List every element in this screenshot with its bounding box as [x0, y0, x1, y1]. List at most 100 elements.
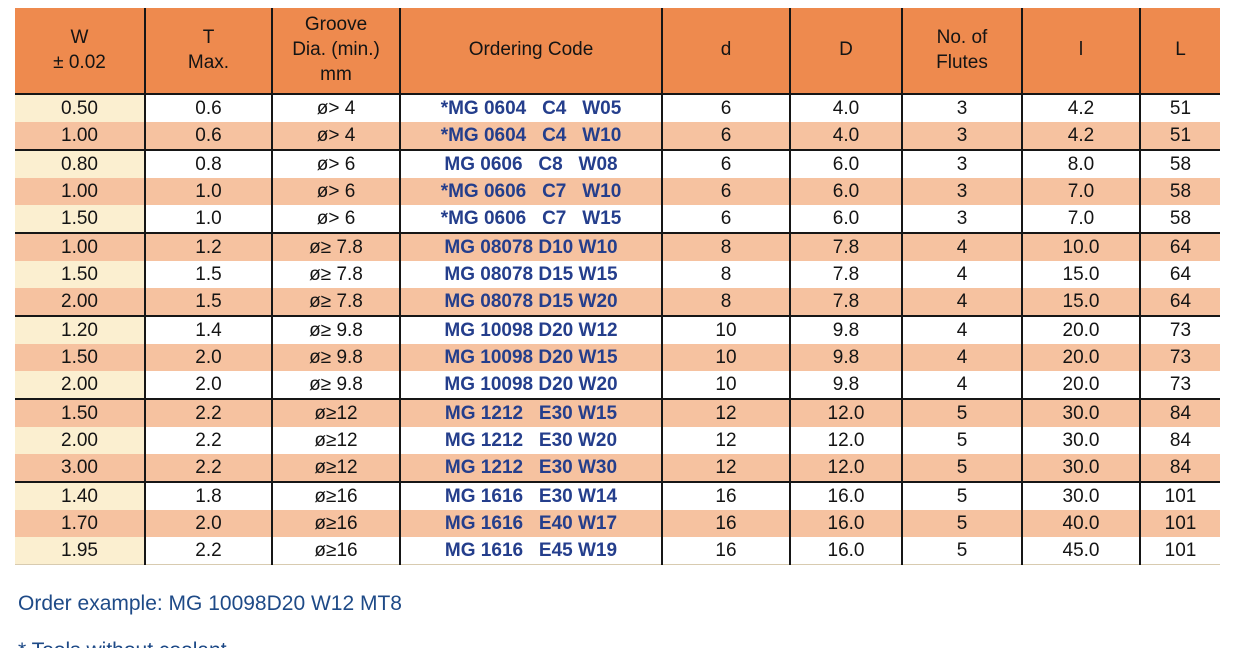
cell-t: 1.0 — [144, 205, 272, 234]
cell-d: 12 — [661, 454, 790, 483]
cell-t: 1.2 — [144, 233, 272, 261]
cell-flutes: 4 — [901, 316, 1022, 344]
cell-d: 8 — [661, 233, 790, 261]
cell-groove: ø≥16 — [271, 537, 400, 565]
cell-dcap: 16.0 — [789, 482, 902, 510]
cell-d: 10 — [661, 316, 790, 344]
table-row: 1.50 1.5 ø≥ 7.8 MG 08078 D15 W15 8 7.8 4 15.0 64 — [15, 261, 1220, 288]
column-header-flutes: No. of Flutes — [901, 8, 1022, 95]
cell-lcap: 101 — [1139, 510, 1220, 537]
column-header-code: Ordering Code — [399, 8, 662, 95]
cell-dcap: 16.0 — [789, 537, 902, 565]
cell-lcap: 84 — [1139, 427, 1220, 454]
cell-dcap: 9.8 — [789, 344, 902, 371]
cell-dcap: 4.0 — [789, 94, 902, 122]
column-header-t: T Max. — [144, 8, 272, 95]
cell-flutes: 5 — [901, 537, 1022, 565]
cell-t: 0.6 — [144, 122, 272, 151]
cell-dcap: 7.8 — [789, 288, 902, 317]
cell-groove: ø≥12 — [271, 427, 400, 454]
cell-groove: ø> 6 — [271, 150, 400, 178]
cell-t: 1.0 — [144, 178, 272, 205]
table-row: 1.50 2.2 ø≥12 MG 1212 E30 W15 12 12.0 5 30.0 84 — [15, 399, 1220, 427]
cell-w: 3.00 — [15, 454, 145, 483]
cell-dcap: 6.0 — [789, 150, 902, 178]
cell-code: MG 1212 E30 W30 — [399, 454, 662, 483]
cell-lcap: 64 — [1139, 233, 1220, 261]
cell-dcap: 6.0 — [789, 205, 902, 234]
cell-groove: ø> 6 — [271, 178, 400, 205]
cell-l: 7.0 — [1021, 178, 1140, 205]
cell-lcap: 73 — [1139, 344, 1220, 371]
cell-l: 8.0 — [1021, 150, 1140, 178]
cell-flutes: 3 — [901, 94, 1022, 122]
cell-w: 1.00 — [15, 178, 145, 205]
cell-lcap: 58 — [1139, 205, 1220, 234]
cell-w: 2.00 — [15, 371, 145, 400]
cell-flutes: 4 — [901, 344, 1022, 371]
cell-code: *MG 0606 C7 W15 — [399, 205, 662, 234]
cell-dcap: 12.0 — [789, 399, 902, 427]
cell-code: MG 08078 D10 W10 — [399, 233, 662, 261]
cell-l: 15.0 — [1021, 261, 1140, 288]
cell-w: 1.50 — [15, 261, 145, 288]
cell-d: 6 — [661, 150, 790, 178]
cell-code: MG 0606 C8 W08 — [399, 150, 662, 178]
cell-l: 30.0 — [1021, 427, 1140, 454]
cell-t: 2.2 — [144, 454, 272, 483]
cell-code: *MG 0604 C4 W05 — [399, 94, 662, 122]
cell-d: 6 — [661, 205, 790, 234]
column-header-dcap: D — [789, 8, 902, 95]
cell-flutes: 3 — [901, 178, 1022, 205]
cell-l: 30.0 — [1021, 454, 1140, 483]
cell-groove: ø≥12 — [271, 454, 400, 483]
order-example-note: Order example: MG 10098D20 W12 MT8 — [18, 592, 402, 615]
cell-l: 30.0 — [1021, 482, 1140, 510]
cell-d: 8 — [661, 288, 790, 317]
cell-lcap: 58 — [1139, 150, 1220, 178]
cell-code: MG 1212 E30 W20 — [399, 427, 662, 454]
cell-dcap: 6.0 — [789, 178, 902, 205]
cell-groove: ø≥ 9.8 — [271, 316, 400, 344]
cell-l: 10.0 — [1021, 233, 1140, 261]
cell-groove: ø> 4 — [271, 122, 400, 151]
cell-l: 30.0 — [1021, 399, 1140, 427]
cell-code: MG 1212 E30 W15 — [399, 399, 662, 427]
cell-t: 2.0 — [144, 371, 272, 400]
cell-w: 1.00 — [15, 122, 145, 151]
cell-w: 2.00 — [15, 427, 145, 454]
table-row: 2.00 1.5 ø≥ 7.8 MG 08078 D15 W20 8 7.8 4 15.0 64 — [15, 288, 1220, 317]
column-header-w: W ± 0.02 — [15, 8, 145, 95]
cell-w: 1.50 — [15, 344, 145, 371]
cell-l: 4.2 — [1021, 94, 1140, 122]
cell-lcap: 64 — [1139, 288, 1220, 317]
cell-flutes: 3 — [901, 122, 1022, 151]
table-row: 1.00 0.6 ø> 4 *MG 0604 C4 W10 6 4.0 3 4.2 51 — [15, 122, 1220, 151]
cell-dcap: 4.0 — [789, 122, 902, 151]
cell-groove: ø> 6 — [271, 205, 400, 234]
table-row: 3.00 2.2 ø≥12 MG 1212 E30 W30 12 12.0 5 30.0 84 — [15, 454, 1220, 483]
cell-t: 2.2 — [144, 427, 272, 454]
header-row: W ± 0.02 T Max. Groove Dia. (min.) mm Order… — [15, 8, 1220, 95]
cell-l: 20.0 — [1021, 344, 1140, 371]
cell-d: 12 — [661, 399, 790, 427]
cell-w: 1.50 — [15, 205, 145, 234]
cell-groove: ø≥ 7.8 — [271, 288, 400, 317]
table-row: 0.50 0.6 ø> 4 *MG 0604 C4 W05 6 4.0 3 4.2 51 — [15, 94, 1220, 122]
cell-lcap: 51 — [1139, 94, 1220, 122]
cell-dcap: 9.8 — [789, 371, 902, 400]
table-row: 1.20 1.4 ø≥ 9.8 MG 10098 D20 W12 10 9.8 4 20.0 7… — [15, 316, 1220, 344]
cell-groove: ø≥ 9.8 — [271, 344, 400, 371]
cell-d: 12 — [661, 427, 790, 454]
cell-flutes: 5 — [901, 399, 1022, 427]
cell-t: 2.2 — [144, 537, 272, 565]
cell-code: MG 10098 D20 W15 — [399, 344, 662, 371]
cell-dcap: 12.0 — [789, 454, 902, 483]
cell-w: 0.50 — [15, 94, 145, 122]
cell-code: MG 08078 D15 W15 — [399, 261, 662, 288]
cell-d: 6 — [661, 178, 790, 205]
coolant-note: * Tools without coolant — [18, 639, 1220, 648]
cell-l: 7.0 — [1021, 205, 1140, 234]
cell-flutes: 3 — [901, 205, 1022, 234]
cell-t: 2.0 — [144, 344, 272, 371]
